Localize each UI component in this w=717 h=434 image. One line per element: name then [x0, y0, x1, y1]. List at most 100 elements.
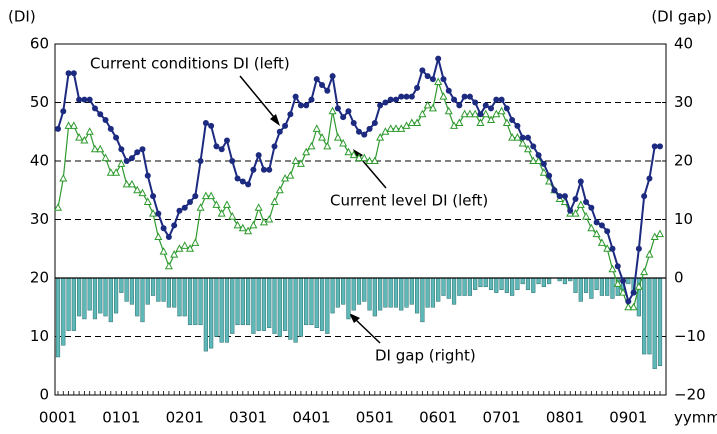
- bar: [430, 277, 436, 308]
- marker: [620, 277, 627, 284]
- bar: [230, 277, 235, 334]
- bar: [240, 277, 245, 326]
- marker: [392, 96, 399, 103]
- bar: [473, 277, 478, 290]
- bar: [578, 277, 583, 302]
- marker: [651, 143, 658, 150]
- marker: [70, 70, 77, 77]
- annotation: Current conditions DI (left): [90, 55, 290, 73]
- marker: [239, 178, 246, 185]
- marker: [587, 223, 596, 232]
- marker: [154, 232, 163, 241]
- marker: [207, 191, 216, 200]
- marker: [646, 175, 653, 182]
- marker: [122, 179, 131, 188]
- y-tick-label: 60: [30, 35, 49, 53]
- marker: [323, 141, 332, 150]
- marker: [176, 207, 183, 214]
- marker: [164, 261, 173, 270]
- annotation-arrow: [239, 75, 279, 123]
- y2-tick-label: 20: [674, 152, 693, 170]
- x-tick-label: 0501: [356, 409, 394, 427]
- bar: [446, 277, 451, 299]
- marker: [165, 234, 172, 241]
- marker: [218, 146, 225, 153]
- marker: [356, 128, 362, 135]
- bar: [256, 277, 261, 331]
- bar: [87, 277, 92, 311]
- marker: [149, 209, 158, 217]
- bar: [309, 277, 314, 326]
- marker: [208, 122, 215, 129]
- bar: [605, 277, 610, 296]
- bar: [150, 277, 156, 296]
- marker: [376, 133, 385, 141]
- marker: [238, 223, 247, 232]
- marker: [572, 196, 579, 203]
- marker: [576, 200, 585, 208]
- marker: [349, 150, 358, 159]
- bar: [610, 277, 615, 299]
- marker: [398, 93, 405, 100]
- marker: [582, 212, 591, 220]
- bar: [145, 277, 150, 305]
- marker: [445, 87, 452, 94]
- x-tick-label: 0701: [482, 409, 520, 427]
- marker: [265, 214, 274, 223]
- marker: [508, 133, 517, 141]
- bar: [246, 277, 251, 326]
- bar: [499, 277, 504, 290]
- marker: [423, 100, 432, 109]
- marker: [340, 114, 347, 121]
- bar: [372, 277, 377, 317]
- marker: [529, 156, 538, 164]
- marker: [518, 138, 527, 147]
- marker: [197, 158, 204, 164]
- marker: [282, 122, 289, 129]
- marker: [371, 119, 378, 126]
- bar: [536, 277, 541, 285]
- marker: [571, 209, 580, 217]
- marker: [497, 106, 506, 115]
- marker: [334, 105, 341, 112]
- annotation: DI gap (right): [375, 347, 476, 365]
- bar: [562, 277, 568, 285]
- bar: [66, 277, 71, 331]
- marker: [266, 166, 273, 173]
- marker: [414, 84, 421, 91]
- marker: [333, 133, 342, 141]
- annotation-arrow: [353, 317, 381, 344]
- bar: [483, 277, 488, 288]
- x-tick-label: 0001: [39, 409, 77, 427]
- bar: [414, 277, 420, 314]
- marker: [159, 247, 168, 255]
- marker: [434, 77, 443, 86]
- marker: [75, 133, 84, 141]
- bar: [330, 277, 335, 314]
- marker: [625, 298, 632, 305]
- marker: [472, 99, 479, 106]
- marker: [413, 118, 422, 126]
- y2-tick-label: 10: [674, 210, 693, 228]
- bar: [531, 277, 536, 293]
- marker: [107, 125, 114, 132]
- bar: [177, 277, 182, 317]
- marker: [270, 197, 279, 205]
- marker: [435, 55, 442, 62]
- bar: [652, 277, 657, 369]
- marker: [308, 96, 315, 103]
- marker: [80, 135, 89, 144]
- marker: [296, 159, 305, 167]
- marker: [234, 175, 241, 182]
- annotation: Current level DI (left): [330, 192, 488, 210]
- bar: [219, 277, 224, 343]
- marker: [609, 245, 616, 252]
- marker: [187, 198, 194, 205]
- bar: [642, 277, 647, 355]
- bar: [251, 277, 256, 334]
- marker: [598, 222, 605, 229]
- bar: [187, 277, 193, 326]
- bar: [510, 277, 515, 296]
- bar: [98, 277, 103, 314]
